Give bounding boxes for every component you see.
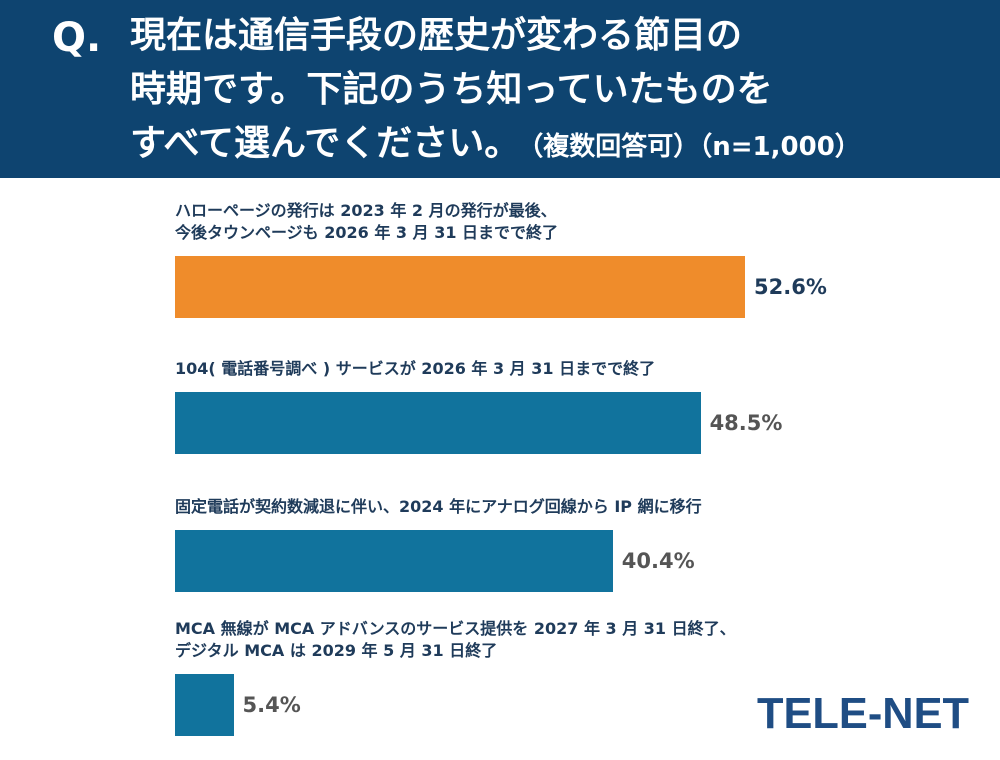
- question-prefix: Q.: [52, 15, 102, 61]
- bar: [175, 392, 701, 454]
- bar-chart: ハローページの発行は 2023 年 2 月の発行が最後、 今後タウンページも 20…: [0, 178, 1000, 760]
- telenet-logo: TELE-NET: [757, 689, 969, 736]
- question-note: （複数回答可）（n=1,000）: [530, 132, 861, 162]
- category-label: 固定電話が契約数減退に伴い、2024 年にアナログ回線から IP 網に移行: [175, 497, 702, 516]
- value-label: 48.5%: [709, 411, 783, 435]
- value-label: 5.4%: [242, 693, 301, 717]
- value-label: 52.6%: [754, 275, 827, 299]
- category-label: 104( 電話番号調べ ) サービスが 2026 年 3 月 31 日までで終了: [175, 359, 656, 378]
- category-label: 今後タウンページも 2026 年 3 月 31 日までで終了: [175, 223, 559, 242]
- bar: [175, 674, 234, 736]
- value-label: 40.4%: [621, 549, 695, 573]
- category-label: MCA 無線が MCA アドバンスのサービス提供を 2027 年 3 月 31 …: [175, 619, 736, 638]
- question-line-1: 現在は通信手段の歴史が変わる節目の: [130, 15, 743, 56]
- bar: [175, 256, 745, 318]
- logo-text: TELE-NET: [757, 689, 969, 736]
- question-line-3: すべて選んでください。 （複数回答可）（n=1,000）: [130, 120, 861, 171]
- question-header: Q. 現在は通信手段の歴史が変わる節目の 時期です。下記のうち知っていたものを …: [0, 0, 1000, 178]
- bar: [175, 530, 613, 592]
- question-line-3-text: すべて選んでください。: [130, 123, 521, 164]
- category-label: ハローページの発行は 2023 年 2 月の発行が最後、: [175, 201, 557, 220]
- category-label: デジタル MCA は 2029 年 5 月 31 日終了: [175, 641, 498, 660]
- question-line-2: 時期です。下記のうち知っていたものを: [130, 69, 773, 110]
